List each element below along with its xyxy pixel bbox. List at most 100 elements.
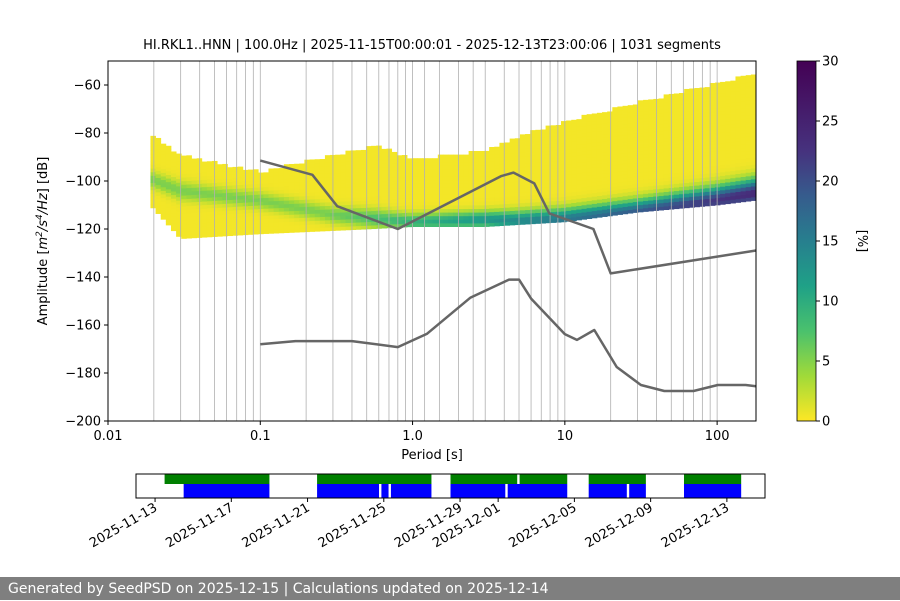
heat-cell [576,133,582,138]
heat-cell [494,189,500,194]
heat-cell [381,192,387,197]
heat-cell [571,191,577,196]
heat-cell [643,117,649,122]
heat-cell [283,189,290,194]
heat-cell [535,137,541,142]
heat-cell [417,219,423,224]
heat-cell [319,220,326,225]
heat-cell [247,169,254,174]
heat-cell [463,219,470,224]
heat-cell [319,209,326,214]
heat-cell [253,180,259,185]
heat-cell [648,178,654,183]
heat-cell [258,212,264,217]
heat-cell [489,222,495,227]
heat-cell [396,220,403,225]
heat-cell [396,158,403,163]
heat-cell [586,150,593,155]
heat-cell [448,183,454,188]
heat-cell [689,142,695,147]
heat-cell [653,102,659,107]
heat-cell [484,179,490,184]
heat-cell [735,130,741,135]
heat-cell [468,151,475,155]
heat-cell [314,173,321,178]
heat-cell [525,180,531,185]
heat-cell [253,216,259,221]
heat-cell [591,196,598,201]
heat-cell [509,203,516,208]
heat-cell [237,177,244,182]
heat-cell [181,220,187,225]
heat-cell [704,130,711,135]
heat-cell [504,146,511,151]
heat-cell [186,180,192,185]
heat-cell [740,79,747,84]
heat-cell [427,190,434,195]
footer-note: Generated by SeedPSD on 2025-12-15 | Cal… [0,577,900,600]
heat-cell [632,133,639,138]
heat-cell [612,207,618,212]
heat-cell [232,170,239,175]
heat-cell [740,115,747,120]
heat-cell [745,179,752,184]
heat-cell [263,183,269,188]
heat-cell [222,178,228,183]
heat-cell [360,196,367,201]
heat-cell [622,206,629,211]
heat-cell [365,156,372,161]
heat-cell [355,171,362,176]
heat-cell [155,173,162,178]
colorbar-tick-label: 30 [822,55,839,70]
heat-cell [504,167,511,172]
heat-cell [740,154,747,159]
heat-cell [170,158,177,163]
heat-cell [294,192,300,197]
heat-cell [335,179,341,184]
heat-cell [314,213,321,218]
heat-cell [607,172,613,177]
heat-cell [504,160,511,165]
heat-cell [673,100,680,105]
heat-cell [653,188,659,193]
heat-cell [673,143,680,148]
availability-date-ticks: 2025-11-13 2025-11-17 2025-11-21 2025-11-25… [87,498,732,551]
heat-cell [494,182,500,187]
heat-cell [407,190,413,195]
heat-cell [658,109,665,114]
heat-cell [596,123,603,128]
heat-cell [694,178,700,183]
heat-cell [658,177,665,182]
heat-cell [165,174,172,179]
heat-cell [689,124,695,129]
heat-cell [627,162,634,167]
heat-cell [602,202,608,207]
heat-cell [365,207,372,212]
heat-cell [253,230,259,235]
heat-cell [596,156,603,161]
heat-cell [560,211,567,216]
heat-cell [412,201,418,206]
heat-cell [186,176,192,181]
heat-cell [622,188,629,193]
heat-cell [694,142,700,147]
heat-cell [602,209,608,214]
heat-cell [381,199,387,204]
heat-cell [596,163,603,168]
heat-cell [314,224,321,229]
heat-cell [186,234,192,239]
heat-cell [514,210,521,215]
heat-cell [735,101,741,106]
heat-cell [417,183,423,188]
heat-cell [427,187,434,191]
heat-cell [555,189,562,194]
heat-cell [740,108,747,113]
heat-cell [407,161,413,166]
heat-cell [591,189,598,194]
heat-cell [622,120,629,125]
heat-cell [514,141,521,146]
heat-cell [263,211,269,216]
heat-cell [571,177,577,182]
heat-cell [453,176,459,181]
heat-cell [545,183,552,188]
